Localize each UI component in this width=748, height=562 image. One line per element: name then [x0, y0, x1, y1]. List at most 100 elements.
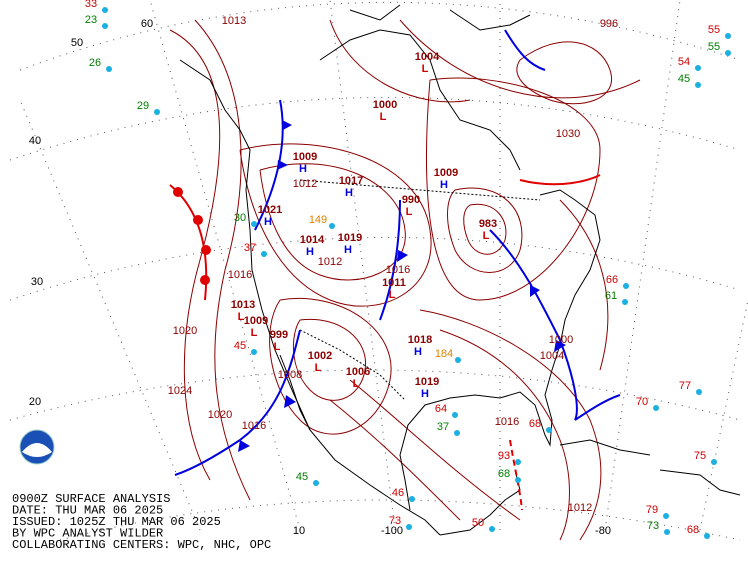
isobar	[329, 19, 471, 103]
isobar-label: 1012	[568, 502, 592, 514]
isobar-label: 1016	[495, 416, 519, 428]
station-marker	[704, 533, 710, 539]
pressure-value: 1009	[434, 167, 458, 179]
isobar-label: 1008	[278, 369, 302, 381]
grid-label: -80	[595, 525, 611, 537]
grid-line	[59, 499, 741, 541]
grid-line	[19, 99, 201, 531]
coastline	[179, 59, 441, 536]
isobar	[419, 309, 602, 541]
pressure-letter: L	[238, 311, 245, 323]
isobars	[169, 19, 641, 541]
station-value: 149	[309, 214, 327, 226]
pressure-letter: L	[422, 63, 429, 75]
grid-label: 50	[71, 37, 83, 49]
station-value: 75	[694, 450, 706, 462]
station-value: 79	[646, 504, 658, 516]
coastline	[319, 29, 521, 171]
coastline	[559, 439, 651, 456]
stationary-front	[574, 394, 621, 421]
coastline	[449, 9, 531, 31]
station-value: 45	[296, 471, 308, 483]
station-value: 68	[498, 468, 510, 480]
station-marker	[452, 412, 458, 418]
grid-line	[19, 1, 741, 71]
pressure-value: 983	[479, 218, 497, 230]
pressure-letter: H	[344, 244, 352, 256]
pressure-value: 990	[402, 194, 420, 206]
cold-symbol	[238, 440, 250, 452]
station-marker	[725, 50, 731, 56]
isobar	[349, 379, 521, 521]
pressure-letter: L	[483, 230, 490, 242]
pressure-letter: L	[406, 206, 413, 218]
station-value: 73	[647, 520, 659, 532]
station-marker	[725, 33, 731, 39]
isobar-label: 1016	[242, 420, 266, 432]
noaa-logo	[19, 429, 55, 465]
caption-line: 0900Z SURFACE ANALYSIS	[12, 492, 170, 506]
pressure-letter: L	[389, 289, 396, 301]
grid-line	[149, 0, 301, 531]
isobar-label: 996	[600, 18, 618, 30]
pressure-letter: L	[274, 341, 281, 353]
isobar-label: 1013	[222, 15, 246, 27]
coastline	[399, 189, 601, 511]
station-value: 54	[678, 56, 690, 68]
station-marker	[663, 513, 669, 519]
isobar	[559, 199, 609, 371]
station-value: 50	[472, 517, 484, 529]
isobar-label: 1024	[168, 385, 192, 397]
isobar	[239, 143, 432, 307]
pressure-letter: H	[421, 388, 429, 400]
pressure-letter: L	[315, 362, 322, 374]
pressure-value: 1002	[308, 350, 332, 362]
logo-bird	[22, 443, 52, 457]
station-value: 61	[605, 290, 617, 302]
pressure-letter: L	[251, 327, 258, 339]
isobar-label: 1020	[208, 409, 232, 421]
cold-front	[489, 229, 578, 421]
grid-label: 20	[29, 396, 41, 408]
station-value: 184	[435, 348, 453, 360]
coastline	[279, 354, 311, 431]
station-value: 68	[687, 524, 699, 536]
pressure-letter: H	[440, 179, 448, 191]
grid-label: -100	[381, 525, 403, 537]
isobar	[439, 329, 570, 541]
isobar	[447, 187, 523, 273]
station-value: 46	[392, 487, 404, 499]
pressure-value: 1009	[293, 151, 317, 163]
isobar	[516, 41, 613, 105]
station-marker	[623, 283, 629, 289]
station-value: 45	[678, 73, 690, 85]
isobar	[463, 203, 507, 255]
caption-line: DATE: THU MAR 06 2025	[12, 504, 163, 518]
warm-front	[519, 174, 601, 186]
isobar	[269, 298, 392, 435]
station-value: 73	[389, 515, 401, 527]
pressure-value: 1006	[346, 366, 370, 378]
station-marker	[489, 526, 495, 532]
pressure-value: 1013	[231, 299, 255, 311]
pressure-value: 1014	[300, 234, 325, 246]
station-value: 55	[708, 41, 720, 53]
pressure-value: 1019	[415, 376, 439, 388]
cold-symbol	[530, 285, 540, 297]
pressure-value: 999	[270, 329, 288, 341]
pressure-value: 1004	[415, 51, 440, 63]
grid-label: 10	[293, 525, 305, 537]
station-value: 45	[234, 340, 246, 352]
station-value: 29	[137, 100, 149, 112]
station-marker	[251, 221, 257, 227]
pressure-letter: H	[264, 216, 272, 228]
station-value: 66	[606, 274, 618, 286]
coastline	[439, 469, 521, 536]
station-marker	[711, 459, 717, 465]
pressure-letter: L	[380, 111, 387, 123]
pressure-value: 1000	[373, 99, 397, 111]
station-value: 77	[679, 380, 691, 392]
grid-label: 40	[29, 135, 41, 147]
